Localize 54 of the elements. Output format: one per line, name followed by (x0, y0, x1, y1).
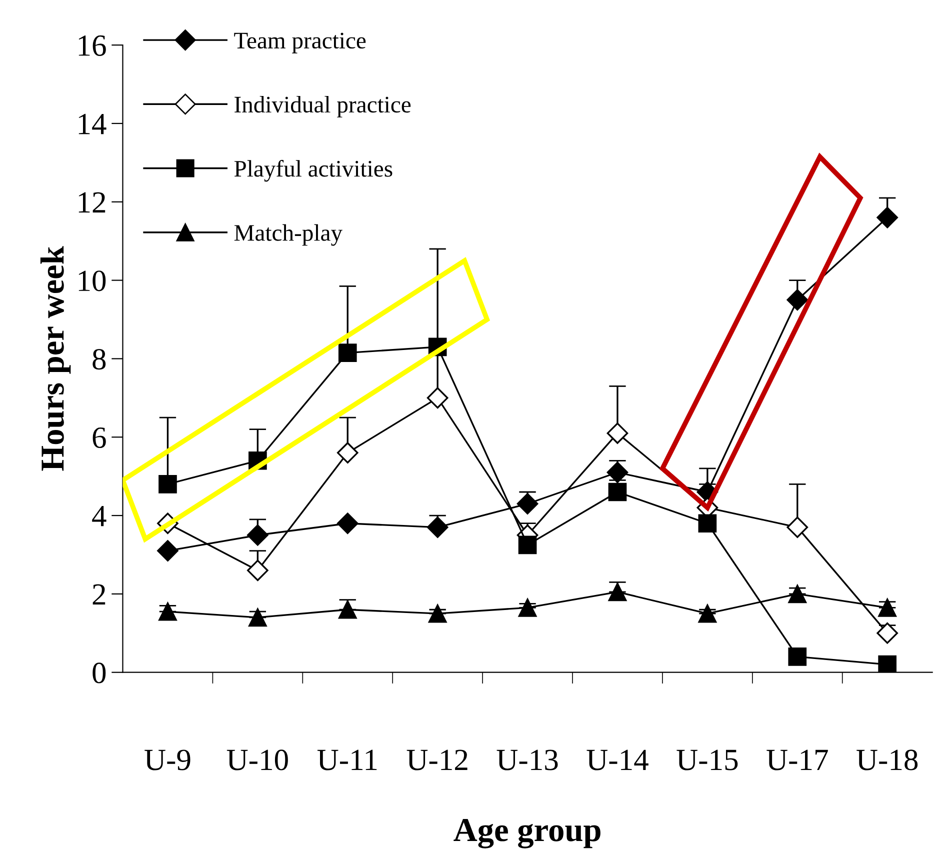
point (698, 514, 717, 533)
y-tick-label: 6 (92, 427, 106, 448)
y-tick-label: 4 (92, 506, 106, 526)
y-tick-label: 0 (92, 662, 106, 684)
x-tick-label: U-14 (586, 750, 648, 770)
point (338, 600, 357, 619)
point (518, 536, 537, 554)
x-tick-label: U-12 (406, 750, 468, 770)
point (247, 560, 268, 582)
point (606, 422, 628, 444)
point (158, 474, 177, 494)
y-axis-title: Hours per week (40, 246, 71, 471)
point (788, 584, 807, 604)
legend-label: Team practice (234, 32, 366, 54)
point (516, 493, 538, 514)
point (878, 598, 897, 617)
x-tick-label: U-9 (144, 750, 190, 770)
x-tick-label: U-13 (496, 750, 558, 770)
x-tick-label: U-18 (856, 750, 918, 770)
point (338, 344, 357, 362)
y-tick-label: 14 (78, 114, 106, 134)
y-tick-label: 10 (78, 270, 106, 292)
point (876, 206, 898, 228)
legend-label: Match-play (234, 224, 342, 246)
point (157, 540, 178, 562)
x-tick-label: U-17 (766, 750, 828, 770)
point (336, 512, 358, 534)
point (247, 524, 268, 546)
x-tick-label: U-15 (676, 750, 738, 770)
point (248, 608, 267, 627)
x-axis-title: Age group (454, 818, 600, 848)
point (606, 462, 628, 484)
point (876, 622, 898, 644)
point (608, 482, 627, 502)
y-tick-label: 8 (92, 348, 106, 370)
y-tick-label: 2 (92, 584, 106, 605)
point (428, 604, 447, 623)
point (426, 516, 448, 538)
point (786, 289, 808, 311)
point (518, 598, 537, 617)
point (158, 602, 177, 621)
point (786, 516, 808, 538)
y-tick-label: 12 (78, 192, 106, 212)
legend-label: Playful activities (234, 160, 392, 182)
point (336, 442, 358, 464)
point (698, 604, 717, 623)
legend-label: Individual practice (234, 96, 411, 118)
x-tick-label: U-11 (317, 750, 377, 770)
point (608, 582, 627, 602)
point (426, 387, 448, 409)
point (788, 648, 807, 666)
point (878, 655, 897, 672)
x-tick-label: U-10 (226, 750, 288, 770)
y-tick-label: 16 (78, 35, 106, 56)
